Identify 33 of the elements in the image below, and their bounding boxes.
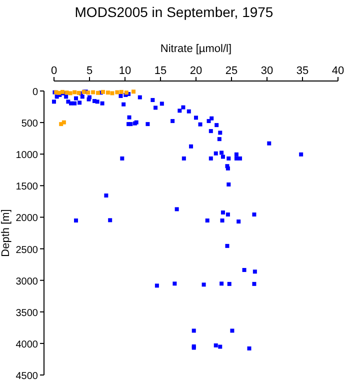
x-tick-label: 25 [225,65,238,77]
point [68,91,72,96]
y-tick-label: 1000 [16,150,38,162]
point [110,91,114,96]
point [115,90,120,94]
point [86,90,90,95]
chart-title: MODS2005 in September, 1975 [74,4,274,20]
x-tick-label: 10 [118,65,132,77]
point [91,90,96,94]
x-tick-label: 20 [190,65,202,77]
x-tick-label: 15 [154,65,167,77]
y-tick-label: 3500 [16,308,38,319]
y-tick-label: 2000 [16,213,38,224]
x-tick-label: 30 [260,65,274,77]
y-axis-title: Depth [m] [0,209,12,257]
point [132,90,136,94]
y-tick-label: 4000 [16,339,38,350]
x-tick-label: 5 [86,65,93,77]
point [72,90,77,94]
point [106,90,110,95]
y-tick-label: 4500 [16,371,38,382]
y-tick-label: 3000 [16,276,38,288]
x-tick-label: 40 [332,65,344,77]
point [62,120,66,124]
y-tick-label: 500 [21,118,38,130]
x-axis-title: Nitrate [µmol/l] [160,43,232,55]
x-tick-label: 35 [296,65,309,77]
point [96,90,100,95]
y-tick-label: 2500 [16,244,38,256]
point [119,90,124,94]
y-tick-label: 0 [32,87,38,98]
x-tick-label: 0 [50,65,58,77]
y-tick-label: 1500 [16,182,38,193]
